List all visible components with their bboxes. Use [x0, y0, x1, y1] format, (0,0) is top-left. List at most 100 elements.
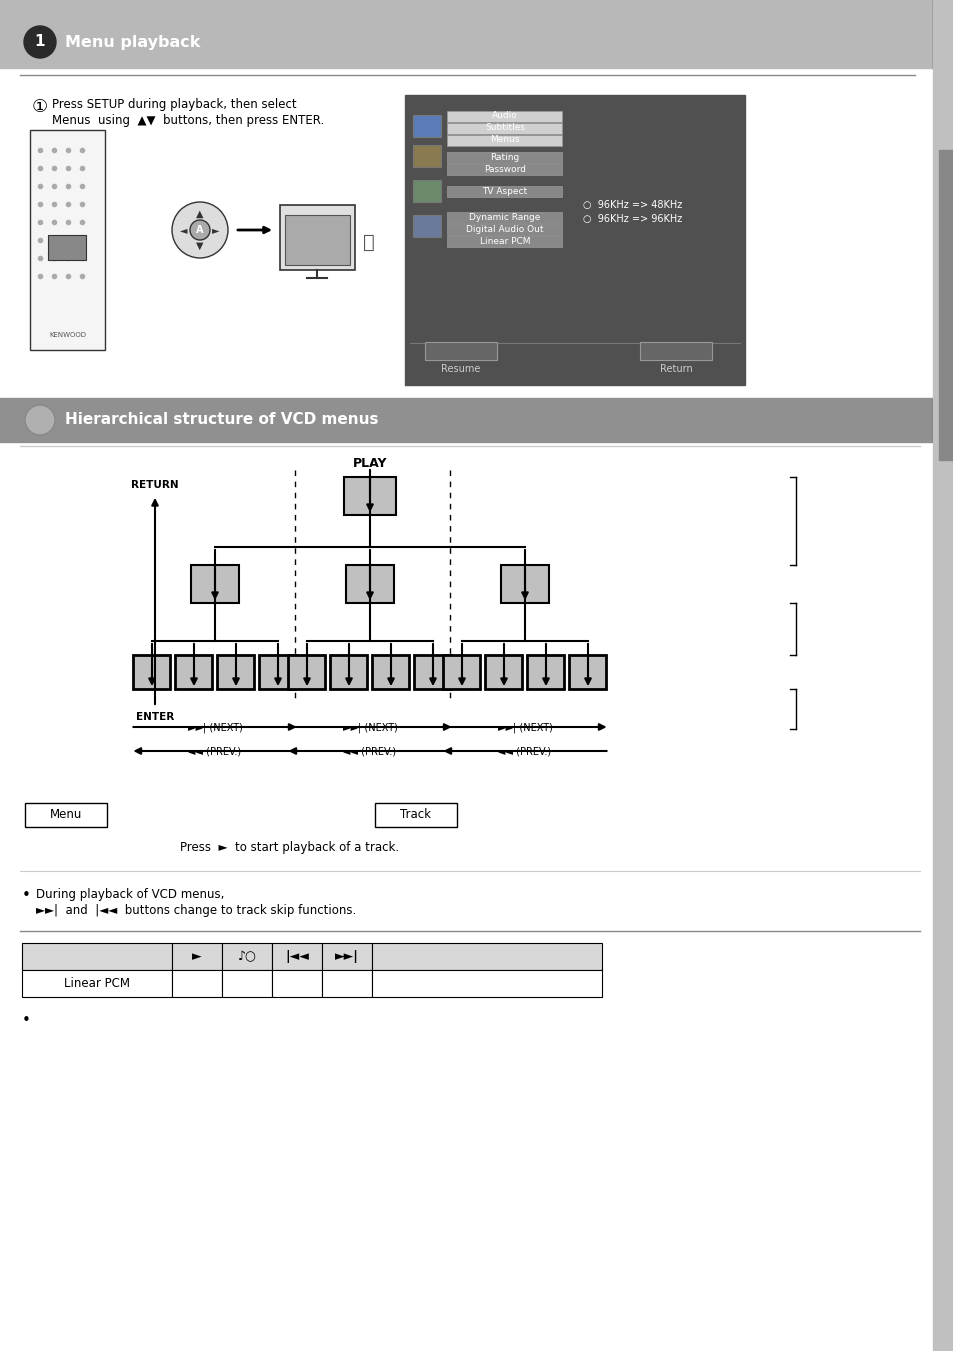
- Text: Password: Password: [483, 165, 525, 173]
- Text: 👤: 👤: [363, 232, 375, 253]
- Text: ○  96KHz => 96KHz: ○ 96KHz => 96KHz: [582, 213, 681, 224]
- Bar: [932, 0, 953, 1351]
- Text: ♪○: ♪○: [237, 950, 256, 963]
- Text: During playback of VCD menus,: During playback of VCD menus,: [36, 888, 224, 901]
- Bar: [447, 186, 561, 197]
- Bar: [272, 970, 322, 997]
- Bar: [222, 943, 272, 970]
- Text: ►►|  and  |◄◄  buttons change to track skip functions.: ►►| and |◄◄ buttons change to track skip…: [36, 904, 355, 917]
- Bar: [569, 655, 606, 689]
- Text: ►►| (NEXT): ►►| (NEXT): [342, 723, 397, 734]
- Bar: [405, 95, 744, 385]
- Text: •: •: [22, 1013, 30, 1028]
- Bar: [413, 215, 440, 236]
- Bar: [527, 655, 564, 689]
- Bar: [424, 342, 497, 359]
- Bar: [932, 399, 953, 442]
- Text: Return: Return: [659, 363, 692, 374]
- Text: •: •: [22, 888, 30, 902]
- Bar: [191, 565, 239, 603]
- Text: ENTER: ENTER: [135, 712, 174, 721]
- Text: Press SETUP during playback, then select: Press SETUP during playback, then select: [52, 99, 296, 111]
- Bar: [485, 655, 522, 689]
- Text: Rating: Rating: [490, 153, 519, 162]
- Bar: [447, 224, 561, 235]
- Text: Resume: Resume: [441, 363, 480, 374]
- Bar: [447, 163, 561, 176]
- Bar: [346, 565, 394, 603]
- Bar: [938, 150, 953, 459]
- Bar: [413, 180, 440, 203]
- Text: ▲: ▲: [196, 209, 204, 219]
- Bar: [414, 655, 451, 689]
- Bar: [500, 565, 548, 603]
- Text: ►►| (NEXT): ►►| (NEXT): [497, 723, 552, 734]
- Text: Dynamic Range: Dynamic Range: [469, 212, 540, 222]
- Text: Digital Audio Out: Digital Audio Out: [466, 224, 543, 234]
- Circle shape: [25, 405, 55, 435]
- Text: Press  ►  to start playback of a track.: Press ► to start playback of a track.: [180, 842, 398, 854]
- Bar: [447, 236, 561, 247]
- Bar: [413, 145, 440, 168]
- Text: RETURN: RETURN: [132, 480, 178, 490]
- Bar: [413, 115, 440, 136]
- Text: ○  96KHz => 48KHz: ○ 96KHz => 48KHz: [582, 200, 681, 209]
- Text: Linear PCM: Linear PCM: [479, 236, 530, 246]
- Bar: [375, 802, 456, 827]
- Bar: [447, 153, 561, 163]
- Text: Hierarchical structure of VCD menus: Hierarchical structure of VCD menus: [65, 412, 378, 427]
- Bar: [175, 655, 213, 689]
- Text: PLAY: PLAY: [353, 457, 387, 470]
- Bar: [932, 0, 953, 68]
- Text: Linear PCM: Linear PCM: [64, 977, 130, 990]
- Bar: [48, 235, 86, 259]
- Circle shape: [190, 220, 210, 240]
- Text: Audio: Audio: [492, 112, 517, 120]
- Bar: [22, 970, 172, 997]
- Bar: [172, 943, 222, 970]
- Circle shape: [24, 26, 56, 58]
- Bar: [133, 655, 171, 689]
- Bar: [344, 477, 395, 515]
- Bar: [639, 342, 711, 359]
- Text: KENWOOD: KENWOOD: [49, 332, 86, 338]
- Text: Menus: Menus: [490, 135, 519, 145]
- Text: ►►| (NEXT): ►►| (NEXT): [188, 723, 242, 734]
- Text: ①: ①: [32, 99, 48, 116]
- Text: Menu: Menu: [50, 808, 82, 821]
- Bar: [22, 943, 172, 970]
- Bar: [0, 399, 932, 442]
- Text: ◄◄ (PREV.): ◄◄ (PREV.): [189, 747, 241, 757]
- Text: Track: Track: [400, 808, 431, 821]
- Bar: [330, 655, 367, 689]
- Bar: [0, 0, 932, 68]
- Bar: [272, 943, 322, 970]
- Text: ◄: ◄: [180, 226, 188, 235]
- Bar: [447, 135, 561, 146]
- Text: 1: 1: [34, 35, 45, 50]
- Bar: [280, 205, 355, 270]
- Text: Subtitles: Subtitles: [484, 123, 524, 132]
- Text: ►: ►: [192, 950, 202, 963]
- Bar: [372, 970, 601, 997]
- Bar: [172, 970, 222, 997]
- Text: ►►|: ►►|: [335, 950, 358, 963]
- Bar: [443, 655, 480, 689]
- Bar: [259, 655, 296, 689]
- Bar: [322, 970, 372, 997]
- Bar: [447, 123, 561, 134]
- Text: Menu playback: Menu playback: [65, 35, 200, 50]
- Text: A: A: [196, 226, 204, 235]
- Text: ◄◄ (PREV.): ◄◄ (PREV.): [343, 747, 396, 757]
- Text: TV Aspect: TV Aspect: [482, 186, 527, 196]
- Bar: [372, 943, 601, 970]
- Bar: [25, 802, 107, 827]
- Bar: [372, 655, 409, 689]
- Text: |◄◄: |◄◄: [285, 950, 309, 963]
- Bar: [288, 655, 325, 689]
- Text: Menus  using  ▲▼  buttons, then press ENTER.: Menus using ▲▼ buttons, then press ENTER…: [52, 113, 324, 127]
- Bar: [322, 943, 372, 970]
- Bar: [285, 215, 350, 265]
- Bar: [30, 130, 105, 350]
- Bar: [222, 970, 272, 997]
